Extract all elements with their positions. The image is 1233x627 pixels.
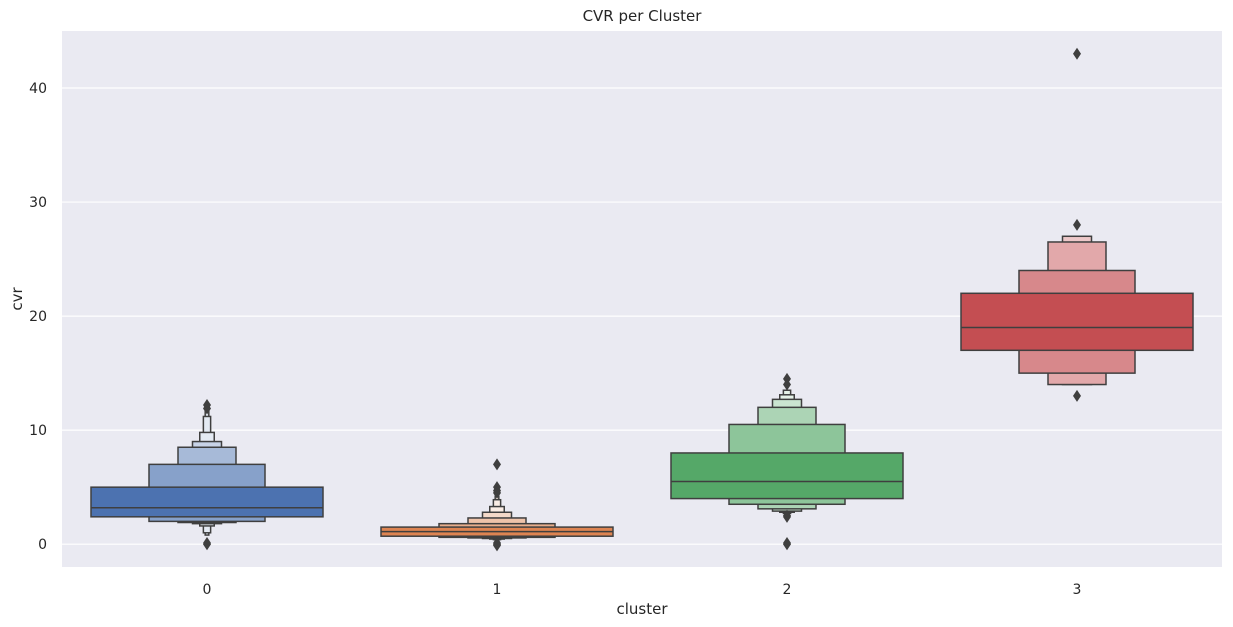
outlier-point xyxy=(1073,389,1081,402)
y-tick-label: 20 xyxy=(29,309,47,325)
y-axis-label: cvr xyxy=(8,287,26,311)
x-tick-label: 3 xyxy=(1073,582,1082,598)
boxen-box xyxy=(960,292,1194,352)
x-axis-label: cluster xyxy=(616,600,668,618)
y-axis-ticks: 0 10 20 30 40 xyxy=(29,81,47,553)
chart-title: CVR per Cluster xyxy=(583,7,703,25)
outlier-point xyxy=(1073,47,1081,60)
outlier-point xyxy=(1073,218,1081,231)
outlier-point xyxy=(493,486,501,499)
boxen-box xyxy=(670,452,904,500)
x-tick-label: 0 xyxy=(203,582,212,598)
outlier-point xyxy=(783,378,791,391)
y-tick-label: 0 xyxy=(38,537,47,553)
x-axis-ticks: 0 1 2 3 xyxy=(203,582,1082,598)
boxen-group xyxy=(670,372,904,551)
boxen-box xyxy=(90,486,324,518)
y-tick-label: 40 xyxy=(29,81,47,97)
boxen-group xyxy=(380,458,614,552)
y-tick-label: 10 xyxy=(29,423,47,439)
boxen-group xyxy=(90,399,324,551)
outlier-point xyxy=(203,537,211,550)
outlier-point xyxy=(203,402,211,415)
y-tick-label: 30 xyxy=(29,195,47,211)
outlier-point xyxy=(493,538,501,551)
outlier-point xyxy=(783,510,791,523)
x-tick-label: 2 xyxy=(783,582,792,598)
boxen-groups xyxy=(90,47,1194,552)
outlier-point xyxy=(783,537,791,550)
boxen-group xyxy=(960,47,1194,402)
x-tick-label: 1 xyxy=(493,582,502,598)
outlier-point xyxy=(493,458,501,471)
